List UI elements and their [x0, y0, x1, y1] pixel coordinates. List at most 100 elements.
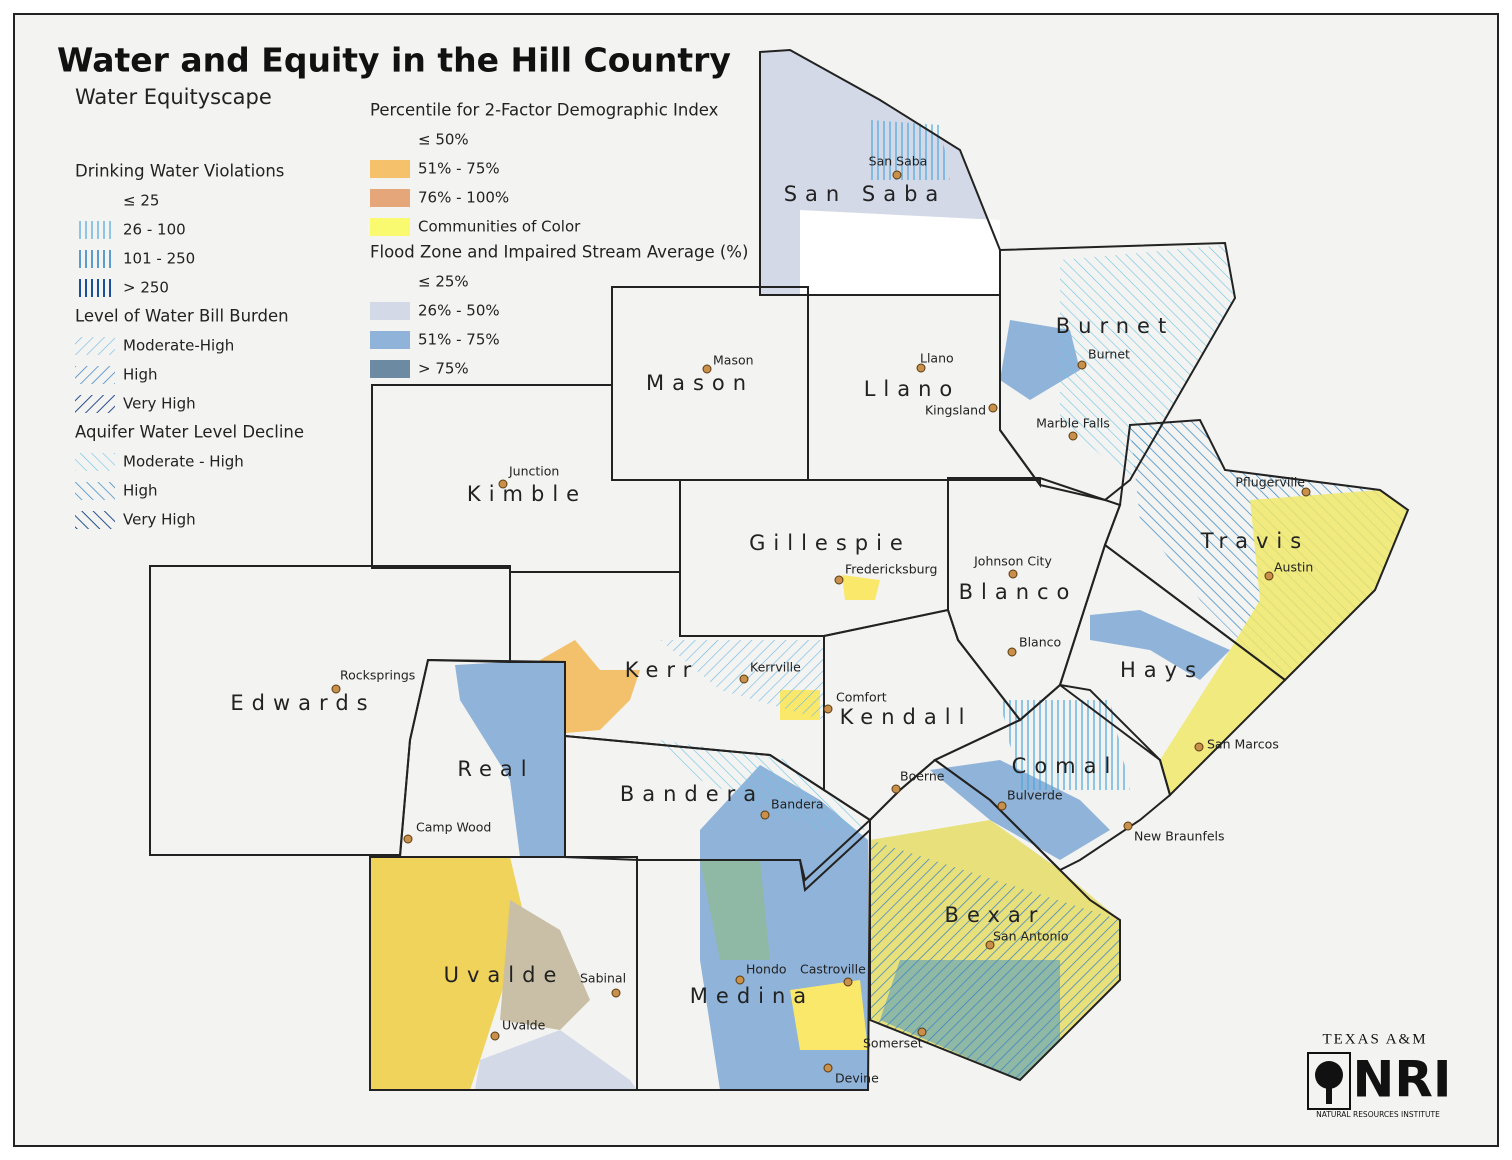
- county-label: Uvalde: [444, 963, 565, 987]
- city-label: Rocksprings: [340, 668, 415, 683]
- city-label: San Marcos: [1207, 737, 1279, 752]
- legend-swatch: [75, 395, 115, 413]
- logo-tree: [1315, 1061, 1343, 1089]
- city-label: Burnet: [1088, 347, 1130, 362]
- city-dot: [916, 363, 926, 373]
- city-dot: [823, 704, 833, 714]
- city-label: New Braunfels: [1134, 829, 1225, 844]
- city-label: Boerne: [900, 769, 945, 784]
- city-dot: [739, 674, 749, 684]
- subtitle: Water Equityscape: [75, 85, 272, 109]
- city-dot: [760, 810, 770, 820]
- county-label: Mason: [646, 371, 754, 395]
- legend-swatch: [370, 189, 410, 207]
- legend-item: Communities of Color: [418, 218, 581, 236]
- logo-bottom: NATURAL RESOURCES INSTITUTE: [1316, 1110, 1440, 1119]
- area: [500, 900, 590, 1030]
- area: [660, 740, 868, 830]
- legend-item: 26% - 50%: [418, 302, 500, 320]
- legend-item: ≤ 50%: [418, 131, 469, 149]
- city-dot: [1123, 821, 1133, 831]
- title: Water and Equity in the Hill Country: [57, 41, 731, 80]
- city-label: San Antonio: [993, 929, 1069, 944]
- city-dot: [702, 364, 712, 374]
- legend-item: Moderate - High: [123, 453, 244, 471]
- area: [870, 840, 1120, 1080]
- city-dot: [1301, 487, 1311, 497]
- city-dot: [988, 403, 998, 413]
- legend-item: ≤ 25: [123, 192, 159, 210]
- legend-swatch: [75, 279, 115, 297]
- legend-item: 76% - 100%: [418, 189, 509, 207]
- area: [370, 857, 525, 1090]
- city-label: Hondo: [746, 962, 787, 977]
- county-label: Edwards: [230, 691, 375, 715]
- county-label: Medina: [690, 984, 814, 1008]
- city-dot: [985, 940, 995, 950]
- legend-item: High: [123, 482, 157, 500]
- city-dot: [331, 684, 341, 694]
- county-boundary: [759, 48, 1001, 296]
- logo-mark: NRI: [1353, 1051, 1452, 1109]
- legend-swatch: [370, 331, 410, 349]
- city-dot: [1007, 647, 1017, 657]
- county-label: Bexar: [945, 903, 1046, 927]
- city-dot: [1077, 360, 1087, 370]
- city-label: Fredericksburg: [845, 562, 937, 577]
- city-dot: [892, 170, 902, 180]
- county-boundary: [1103, 418, 1410, 682]
- legend-item: 51% - 75%: [418, 331, 500, 349]
- city-dot: [498, 479, 508, 489]
- legend-item: 51% - 75%: [418, 160, 500, 178]
- legend-title: Aquifer Water Level Decline: [75, 423, 304, 442]
- city-dot: [997, 801, 1007, 811]
- legend-swatch: [75, 250, 115, 268]
- legend-item: > 250: [123, 279, 169, 297]
- city-label: Devine: [835, 1071, 879, 1086]
- city-dot: [834, 575, 844, 585]
- city-dot: [843, 977, 853, 987]
- city-dot: [1068, 431, 1078, 441]
- legend-swatch: [75, 221, 115, 239]
- area: [1090, 610, 1230, 680]
- city-label: Camp Wood: [416, 820, 491, 835]
- city-label: Sabinal: [580, 971, 626, 986]
- legend-item: > 75%: [418, 360, 469, 378]
- area: [1160, 490, 1408, 795]
- legend-swatch: [370, 302, 410, 320]
- area: [870, 120, 950, 180]
- city-label: Blanco: [1019, 635, 1061, 650]
- city-dot: [1008, 569, 1018, 579]
- county-label: Real: [457, 757, 534, 781]
- fills: [370, 50, 1408, 1090]
- area: [842, 575, 880, 600]
- legend-swatch: [75, 482, 115, 500]
- area: [475, 1030, 637, 1090]
- city-label: Mason: [713, 353, 754, 368]
- area: [1060, 245, 1235, 480]
- legend-title: Percentile for 2-Factor Demographic Inde…: [370, 101, 719, 120]
- area: [800, 210, 1000, 295]
- legend-title: Level of Water Bill Burden: [75, 307, 289, 326]
- county-label: Blanco: [959, 580, 1078, 604]
- legend: Drinking Water Violations ≤ 25 26 - 100 101…: [75, 101, 748, 529]
- legend-swatch: [370, 218, 410, 236]
- county-label: Gillespie: [749, 531, 911, 555]
- logo-trunk: [1326, 1080, 1332, 1104]
- city-label: Comfort: [836, 690, 887, 705]
- county-boundary: [636, 827, 872, 1091]
- logo-top: TEXAS A&M: [1322, 1031, 1427, 1047]
- city-label: Pflugerville: [1235, 475, 1305, 490]
- legend-title: Drinking Water Violations: [75, 162, 284, 181]
- county-label: San Saba: [784, 182, 947, 206]
- city-label: Uvalde: [502, 1018, 546, 1033]
- counties: [149, 48, 1410, 1091]
- legend-item: 26 - 100: [123, 221, 186, 239]
- city-label: Castroville: [800, 962, 866, 977]
- city-dot: [490, 1031, 500, 1041]
- logo: TEXAS A&M NRI NATURAL RESOURCES INSTITUT…: [1307, 1031, 1452, 1119]
- city-dot: [891, 784, 901, 794]
- area: [455, 662, 565, 857]
- city-dot: [823, 1063, 833, 1073]
- logo-tree-box: [1307, 1052, 1351, 1110]
